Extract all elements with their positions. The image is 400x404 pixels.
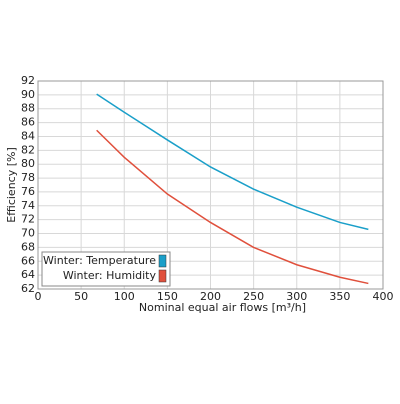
x-tick-label: 50: [74, 290, 88, 303]
y-tick-label: 80: [21, 157, 35, 170]
x-tick-label: 200: [200, 290, 221, 303]
y-tick-label: 68: [21, 240, 35, 253]
y-tick-label: 90: [21, 88, 35, 101]
x-tick-label: 400: [373, 290, 394, 303]
x-tick-label: 350: [329, 290, 350, 303]
x-tick-label: 250: [243, 290, 264, 303]
y-tick-label: 66: [21, 254, 35, 267]
y-tick-label: 86: [21, 116, 35, 129]
y-tick-label: 70: [21, 227, 35, 240]
y-tick-label: 78: [21, 171, 35, 184]
y-tick-label: 92: [21, 74, 35, 87]
y-tick-label: 64: [21, 268, 35, 281]
legend-label: Winter: Temperature: [43, 254, 156, 267]
y-tick-label: 82: [21, 143, 35, 156]
y-tick-label: 74: [21, 199, 35, 212]
x-tick-label: 150: [157, 290, 178, 303]
legend-swatch: [158, 269, 167, 283]
y-tick-label: 84: [21, 129, 35, 142]
y-tick-label: 88: [21, 102, 35, 115]
x-tick-label: 300: [286, 290, 307, 303]
y-tick-label: 62: [21, 282, 35, 295]
legend-label: Winter: Humidity: [63, 269, 157, 282]
x-tick-label: 0: [35, 290, 42, 303]
legend-box: [41, 251, 171, 287]
y-tick-label: 72: [21, 213, 35, 226]
y-axis-label: Efficiency [%]: [5, 147, 18, 223]
x-axis-label: Nominal equal air flows [m³/h]: [139, 301, 306, 314]
data-line: [96, 129, 369, 285]
y-tick-label: 76: [21, 185, 35, 198]
x-tick-label: 100: [114, 290, 135, 303]
legend-swatch: [158, 254, 167, 268]
data-line: [96, 93, 369, 231]
plot-frame: [37, 80, 384, 290]
